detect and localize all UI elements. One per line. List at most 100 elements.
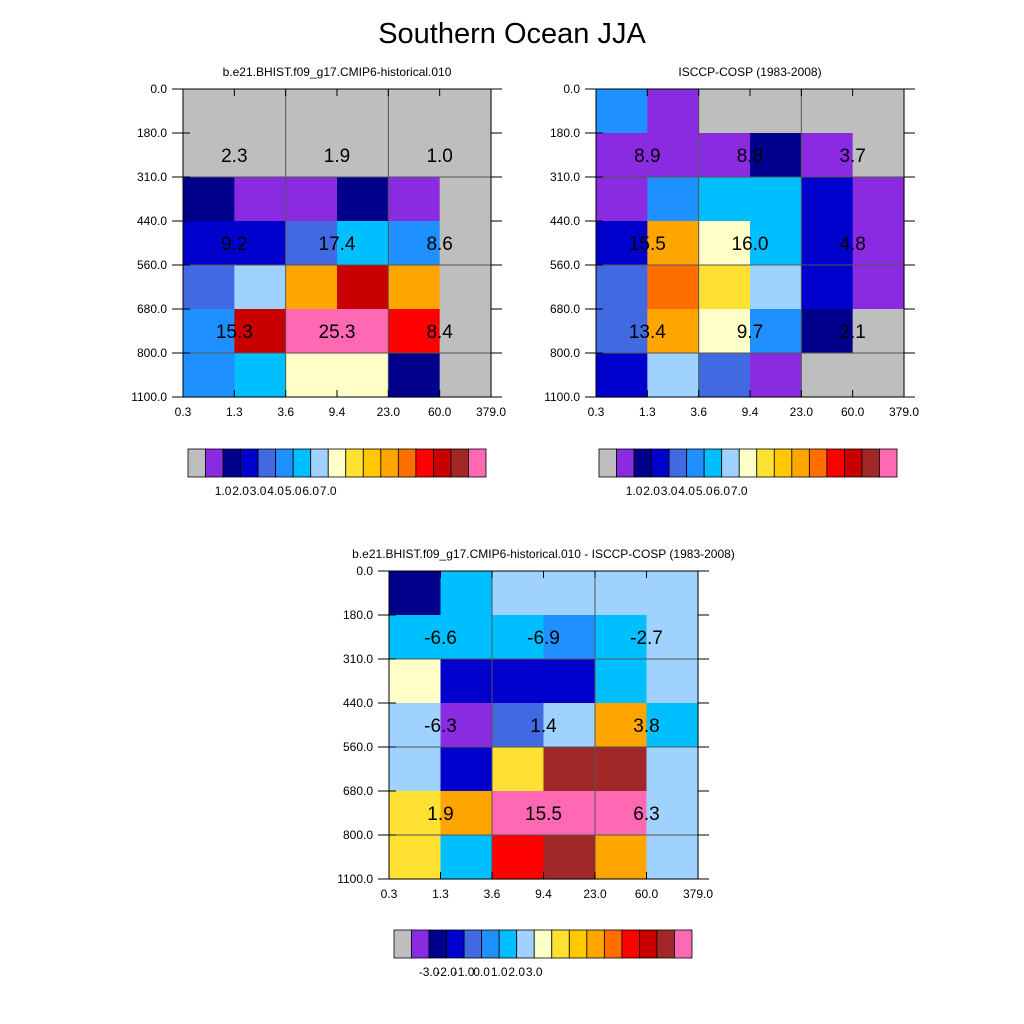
- x-tick-label: 60.0: [841, 405, 865, 419]
- heatmap-cell: [698, 177, 751, 222]
- colorbar-label: 4.0: [678, 484, 695, 498]
- cell-annotation: 15.5: [629, 234, 666, 255]
- x-tick-label: 0.3: [175, 405, 192, 419]
- heatmap-cell: [492, 659, 545, 704]
- heatmap-cell: [337, 265, 389, 310]
- heatmap-cell: [439, 353, 492, 398]
- y-tick-label: 680.0: [343, 784, 373, 798]
- heatmap-cell: [492, 615, 545, 660]
- heatmap-cell: [595, 835, 648, 880]
- colorbar-swatch: [639, 929, 658, 959]
- heatmap-cell: [801, 353, 854, 398]
- y-tick-label: 1100.0: [131, 390, 167, 404]
- cell-annotation: 3.8: [633, 716, 659, 737]
- colorbar-swatch: [481, 929, 500, 959]
- heatmap-cell: [646, 747, 699, 792]
- heatmap-cell: [183, 221, 235, 266]
- heatmap-cell: [439, 221, 492, 266]
- x-tick-label: 379.0: [889, 405, 919, 419]
- heatmap-cell: [595, 791, 648, 836]
- heatmap-cell: [183, 177, 235, 222]
- heatmap-cell: [647, 353, 700, 398]
- heatmap-cell: [852, 309, 905, 354]
- heatmap-cell: [234, 133, 287, 178]
- colorbar-label: 6.0: [302, 484, 319, 498]
- colorbar-swatch: [674, 929, 693, 959]
- x-tick-label: 0.3: [381, 887, 398, 901]
- x-tick-label: 3.6: [690, 405, 707, 419]
- y-tick-label: 0.0: [563, 82, 580, 96]
- cell-annotation: -6.3: [424, 716, 457, 737]
- heatmap-cell: [801, 221, 854, 266]
- colorbar-swatch: [656, 929, 675, 959]
- heatmap-cell: [852, 89, 905, 134]
- colorbar-label: 2.0: [643, 484, 660, 498]
- cell-annotation: 13.4: [629, 322, 666, 343]
- colorbar-swatch: [463, 929, 483, 959]
- heatmap-cell: [852, 221, 905, 266]
- y-tick-label: 680.0: [137, 302, 167, 316]
- y-tick-label: 1100.0: [337, 872, 373, 886]
- cell-annotation: 25.3: [319, 322, 356, 343]
- panel-title: b.e21.BHIST.f09_g17.CMIP6-historical.010…: [352, 547, 735, 561]
- heatmap-cell: [234, 89, 287, 134]
- y-tick-label: 560.0: [343, 740, 373, 754]
- x-tick-label: 23.0: [790, 405, 814, 419]
- heatmap-cell: [389, 659, 442, 704]
- heatmap-cell: [388, 221, 441, 266]
- heatmap-cell: [492, 791, 545, 836]
- y-tick-label: 310.0: [137, 170, 167, 184]
- heatmap-cell: [389, 703, 442, 748]
- colorbar-label: 1.0: [626, 484, 643, 498]
- colorbar-label: 6.0: [713, 484, 730, 498]
- heatmap-cell: [646, 791, 699, 836]
- heatmap-cell: [698, 221, 751, 266]
- heatmap-cell: [852, 177, 905, 222]
- colorbar-label: -2.0: [436, 965, 457, 979]
- cell-annotation: 17.4: [319, 234, 356, 255]
- heatmap-cell: [285, 221, 338, 266]
- y-tick-label: 800.0: [550, 346, 580, 360]
- cell-annotation: -6.9: [527, 628, 560, 649]
- heatmap-cell: [183, 353, 235, 398]
- heatmap-cell: [389, 571, 442, 616]
- heatmap-cell: [388, 177, 441, 222]
- heatmap-cell: [234, 177, 287, 222]
- cell-annotation: 15.3: [216, 322, 253, 343]
- heatmap-cell: [646, 659, 699, 704]
- heatmap-cell: [801, 177, 854, 222]
- heatmap-cell: [852, 265, 905, 310]
- heatmap-cell: [595, 571, 648, 616]
- heatmap-cell: [543, 791, 596, 836]
- heatmap-cell: [543, 747, 596, 792]
- heatmap-cell: [337, 89, 389, 134]
- cell-annotation: 9.2: [221, 234, 247, 255]
- heatmap-cell: [440, 615, 493, 660]
- heatmap-cell: [750, 265, 802, 310]
- colorbar-label: 5.0: [285, 484, 302, 498]
- y-tick-label: 310.0: [343, 652, 373, 666]
- heatmap-cell: [750, 89, 802, 134]
- y-tick-label: 180.0: [137, 126, 167, 140]
- colorbar-label: 7.0: [731, 484, 748, 498]
- heatmap-cell: [646, 615, 699, 660]
- y-tick-label: 180.0: [343, 608, 373, 622]
- heatmap-cell: [801, 309, 854, 354]
- y-tick-label: 1100.0: [544, 390, 580, 404]
- heatmap-cell: [596, 133, 648, 178]
- cell-annotation: 3.7: [839, 146, 865, 167]
- heatmap-cell: [440, 747, 493, 792]
- heatmap-cell: [543, 659, 596, 704]
- heatmap-cell: [492, 571, 545, 616]
- y-tick-label: 440.0: [343, 696, 373, 710]
- y-tick-label: 680.0: [550, 302, 580, 316]
- cell-annotation: 1.0: [426, 146, 452, 167]
- heatmap-cell: [439, 309, 492, 354]
- x-tick-label: 3.6: [484, 887, 501, 901]
- heatmap-cell: [439, 265, 492, 310]
- heatmap-cell: [596, 309, 648, 354]
- y-tick-label: 800.0: [137, 346, 167, 360]
- heatmap-cell: [596, 177, 648, 222]
- colorbar-label: 5.0: [696, 484, 713, 498]
- heatmap-cell: [596, 221, 648, 266]
